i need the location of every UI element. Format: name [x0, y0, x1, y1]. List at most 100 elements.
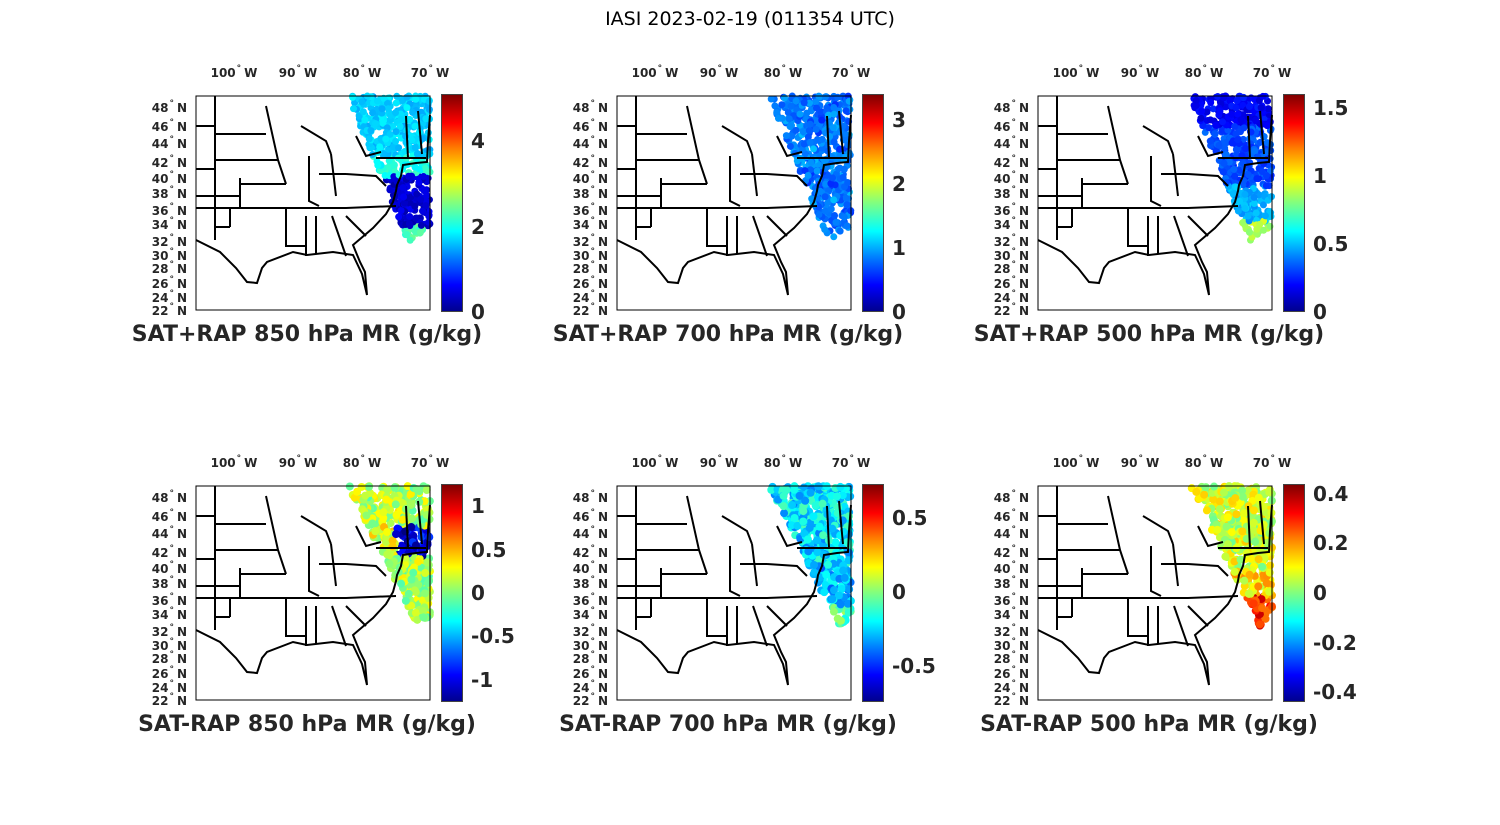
axes-frame	[1037, 485, 1273, 701]
retrieval-point	[1198, 107, 1206, 115]
retrieval-point	[1249, 506, 1258, 515]
lat-tick-label: 36° N	[151, 592, 187, 608]
retrieval-point	[425, 105, 433, 113]
lon-value: 90	[1120, 456, 1138, 470]
lat-tick-label: 26° N	[993, 275, 1029, 291]
retrieval-point	[840, 165, 848, 173]
retrieval-point	[1240, 509, 1249, 518]
lat-tick-label: 28° N	[572, 260, 608, 276]
retrieval-point	[1215, 497, 1224, 506]
retrieval-point	[801, 496, 810, 505]
retrieval-point	[1266, 208, 1274, 216]
retrieval-point	[1219, 118, 1227, 126]
state-border	[1128, 595, 1239, 599]
retrieval-point	[392, 99, 400, 107]
retrieval-point	[401, 596, 410, 605]
coastline	[616, 504, 852, 686]
retrieval-point	[415, 178, 423, 186]
retrieval-point	[383, 485, 392, 494]
retrieval-point	[836, 600, 845, 609]
lat-tick-label: 44° N	[572, 135, 608, 151]
state-border	[1107, 105, 1129, 185]
colorbar-tick-label: 0	[471, 581, 485, 605]
state-border	[686, 105, 708, 185]
map-axes	[616, 92, 855, 311]
state-border	[1197, 525, 1224, 548]
retrieval-point	[411, 143, 419, 151]
retrieval-point	[397, 207, 405, 215]
retrieval-point	[1215, 141, 1223, 149]
lat-tick-label: 32° N	[151, 233, 187, 249]
state-border	[355, 135, 382, 158]
lon-value: 100	[210, 456, 236, 470]
retrieval-point	[405, 220, 413, 228]
state-border	[1107, 495, 1129, 575]
state-border	[635, 208, 651, 228]
retrieval-point	[1211, 129, 1219, 137]
retrieval-point	[804, 171, 812, 179]
retrieval-point	[1245, 228, 1253, 236]
retrieval-point	[421, 569, 430, 578]
retrieval-point	[411, 228, 419, 236]
retrieval-point	[358, 98, 366, 106]
lat-tick-label: 30° N	[993, 247, 1029, 263]
retrieval-point	[1253, 175, 1261, 183]
retrieval-point	[844, 178, 852, 186]
lat-tick-label: 38° N	[572, 185, 608, 201]
retrieval-point	[767, 485, 776, 494]
colorbar-tick-label: 0.2	[1313, 531, 1349, 556]
map-panel: 100° W 90° W 80° W 70° W 48° N 46° N 44° N 42° N 40° N 38°…	[553, 64, 906, 347]
retrieval-point	[1207, 99, 1215, 107]
lat-tick-label: 38° N	[151, 575, 187, 591]
lat-tick-label: 34° N	[993, 606, 1029, 622]
lat-tick-label: 38° N	[151, 185, 187, 201]
retrieval-point	[806, 138, 814, 146]
lon-value: 70	[410, 456, 428, 470]
lat-tick-label: 42° N	[151, 154, 187, 170]
lon-tick-label: 100° W	[210, 64, 258, 80]
lat-tick-label: 40° N	[993, 560, 1029, 576]
lon-tick-label: 80° W	[342, 64, 382, 80]
state-border	[686, 495, 708, 575]
lon-tick-label: 70° W	[831, 64, 871, 80]
lat-tick-label: 24° N	[993, 289, 1029, 305]
retrieval-point	[419, 613, 428, 622]
lon-value: 80	[342, 66, 360, 80]
retrieval-point	[392, 109, 400, 117]
state-border	[308, 156, 320, 207]
retrieval-point	[378, 105, 386, 113]
retrieval-point	[1228, 139, 1236, 147]
retrieval-point	[376, 143, 384, 151]
state-border	[1128, 205, 1239, 209]
retrieval-point	[780, 94, 788, 102]
retrieval-point	[417, 221, 425, 229]
retrieval-point	[1244, 589, 1253, 598]
lat-tick-label: 30° N	[151, 637, 187, 653]
lon-tick-label: 90° W	[1120, 64, 1160, 80]
state-border	[1150, 156, 1162, 207]
colorbar-tick-label: 3	[892, 107, 906, 132]
retrieval-point	[1236, 197, 1244, 205]
state-border	[1142, 515, 1174, 545]
retrieval-point	[1261, 614, 1270, 623]
retrieval-point	[804, 547, 813, 556]
colorbar	[441, 94, 463, 312]
lat-tick-label: 42° N	[572, 154, 608, 170]
retrieval-point	[1230, 567, 1239, 576]
panel-title: SAT-RAP 500 hPa MR (g/kg)	[980, 712, 1318, 737]
retrieval-point	[843, 201, 851, 209]
retrieval-point	[397, 115, 405, 123]
lat-tick-label: 36° N	[151, 202, 187, 218]
lon-tick-label: 90° W	[278, 64, 318, 80]
retrieval-point	[788, 132, 796, 140]
retrieval-point	[1244, 212, 1252, 220]
lat-tick-label: 36° N	[572, 592, 608, 608]
retrieval-point	[1212, 122, 1220, 130]
state-border	[1259, 110, 1265, 155]
lon-tick-label: 90° W	[1120, 454, 1160, 470]
state-border	[706, 208, 727, 247]
retrieval-point	[818, 499, 827, 508]
retrieval-point	[792, 97, 800, 105]
retrieval-point	[837, 585, 846, 594]
state-border	[1197, 135, 1224, 158]
